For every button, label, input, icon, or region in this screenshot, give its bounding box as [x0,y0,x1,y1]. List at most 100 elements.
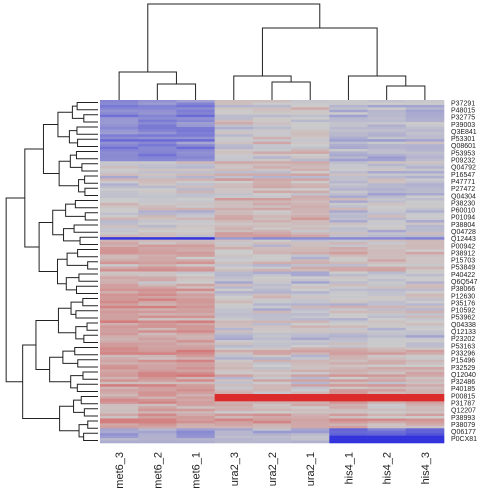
heatmap-cell [291,433,330,436]
heatmap-cell [291,342,330,346]
dendrogram-link [76,126,98,135]
heatmap-cell [329,136,368,140]
heatmap-cell [100,335,139,338]
heatmap-cell [329,367,368,370]
heatmap-cell [176,171,215,174]
row-label: Q12133 [451,329,476,336]
heatmap-cell [252,247,292,250]
heatmap-cell [367,251,407,255]
heatmap-cell [252,175,292,179]
heatmap-cell [367,322,407,326]
column-label: met6_2 [152,452,164,489]
heatmap-cell [100,247,139,250]
heatmap-cell [329,156,368,160]
heatmap-cell [176,139,215,142]
heatmap-cell [252,305,292,309]
heatmap-cell [405,423,445,427]
heatmap-cell [252,286,292,289]
heatmap-cell [291,239,330,243]
heatmap-cell [329,364,368,368]
heatmap-cell [329,420,368,424]
heatmap-cell [252,389,292,392]
heatmap-cell [214,408,254,412]
heatmap-cell [291,389,330,392]
heatmap-cell [291,254,330,258]
heatmap-cell [367,357,407,360]
heatmap-cell [138,398,177,402]
heatmap-cell [329,124,368,128]
heatmap-cell [100,349,139,353]
heatmap-cell [367,264,407,267]
dendrogram-link [59,405,80,432]
heatmap-cell [329,173,368,177]
heatmap-cell [252,185,292,189]
heatmap-cell [367,364,407,368]
heatmap-cell [100,425,139,429]
heatmap-cell [329,168,368,172]
heatmap-cell [176,126,215,130]
heatmap-cell [100,369,139,373]
heatmap-cell [138,173,177,177]
heatmap-cell [252,242,292,245]
heatmap-cell [214,124,254,128]
heatmap-cell [100,428,139,432]
heatmap-cell [100,322,139,326]
heatmap-cell [176,156,215,160]
heatmap-cell [291,271,330,275]
heatmap-cell [367,371,407,375]
heatmap-cell [214,131,254,135]
heatmap-cell [329,283,368,287]
heatmap-cell [405,244,445,248]
heatmap-cell [138,408,177,412]
heatmap-cell [100,342,139,346]
heatmap-cell [291,151,330,155]
heatmap-cell [214,122,254,125]
heatmap-cell [138,131,177,135]
heatmap-cell [214,291,254,294]
heatmap-cell [329,188,368,191]
heatmap-cell [176,168,215,172]
dendrogram-link [73,224,98,233]
heatmap-cell [138,340,177,343]
heatmap-cell [100,418,139,422]
heatmap-cell [252,403,292,407]
heatmap-cell [252,440,292,444]
heatmap-cell [176,308,215,311]
heatmap-cell [138,423,177,427]
heatmap-cell [329,146,368,150]
heatmap-cell [100,271,139,275]
heatmap-cell [405,357,445,360]
heatmap-cell [214,158,254,162]
dendrogram-link [118,71,177,100]
heatmap-cell [100,112,139,115]
heatmap-cell [367,327,407,331]
heatmap-cell [329,166,368,169]
heatmap-cell [176,362,215,365]
heatmap-cell [367,131,407,135]
heatmap-cell [138,440,177,444]
dendrogram-link [65,203,86,217]
heatmap-cell [252,273,292,277]
heatmap-cell [291,278,330,282]
heatmap-cell [252,369,292,373]
heatmap-cell [291,112,330,115]
heatmap-cell [252,261,292,265]
heatmap-cell [138,151,177,155]
heatmap-cell [252,254,292,258]
heatmap-cell [100,215,139,218]
heatmap-cell [405,232,445,236]
row-label: Q04304 [451,193,476,200]
heatmap-cell [405,413,445,417]
row-label: P48015 [451,108,475,115]
heatmap-cell [291,249,330,253]
heatmap-cell [214,423,254,427]
heatmap-cell [138,212,177,216]
heatmap-cell [138,259,177,262]
heatmap-cell [405,286,445,289]
heatmap-cell [291,325,330,329]
heatmap-cell [367,227,407,231]
heatmap-cell [176,205,215,209]
heatmap-cell [367,146,407,150]
heatmap-cell [138,345,177,348]
heatmap-cell [138,239,177,243]
